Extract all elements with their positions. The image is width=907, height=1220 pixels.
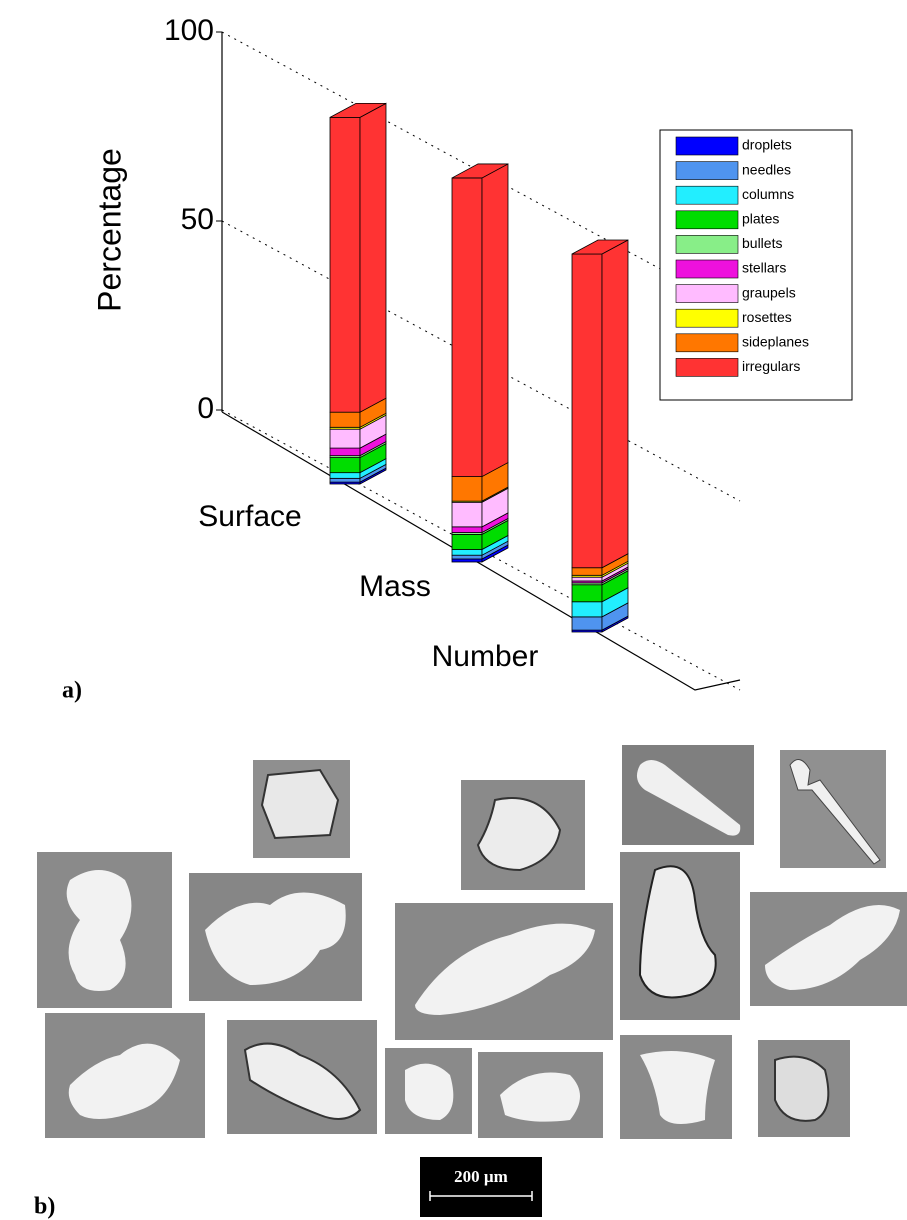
bar-side bbox=[359, 102, 387, 413]
bar-front bbox=[451, 501, 483, 528]
legend-label: irregulars bbox=[742, 358, 800, 374]
bar-front bbox=[451, 177, 483, 477]
scale-bar-label: 200 µm bbox=[454, 1167, 508, 1186]
bar-front bbox=[571, 616, 603, 631]
floor-edge bbox=[221, 411, 741, 691]
bar-side bbox=[481, 163, 509, 478]
legend-swatch bbox=[675, 136, 739, 156]
bar-front bbox=[329, 116, 361, 413]
particle bbox=[765, 905, 900, 990]
bar-top bbox=[329, 102, 387, 118]
legend-swatch bbox=[675, 259, 739, 279]
particle bbox=[260, 768, 340, 840]
bar-front bbox=[329, 411, 361, 428]
particle-images bbox=[37, 745, 907, 1139]
particle bbox=[68, 1043, 180, 1119]
y-tick-label: 100 bbox=[164, 14, 214, 47]
bar-front bbox=[451, 476, 483, 502]
panel-label: a) bbox=[62, 678, 82, 704]
bar-front bbox=[329, 428, 361, 449]
bar-segment bbox=[571, 239, 629, 569]
particle bbox=[500, 1072, 580, 1122]
bar-front bbox=[571, 584, 603, 603]
legend-label: graupels bbox=[742, 284, 796, 300]
bar-segment bbox=[329, 442, 387, 474]
legend-swatch bbox=[675, 333, 739, 353]
legend-swatch bbox=[675, 161, 739, 180]
bar-front bbox=[329, 447, 361, 457]
bar-segment bbox=[329, 102, 387, 413]
particle bbox=[205, 892, 346, 985]
bar-front bbox=[329, 457, 361, 474]
legend-label: stellars bbox=[742, 260, 786, 276]
legend-label: bullets bbox=[742, 235, 782, 251]
bar-front bbox=[571, 576, 603, 582]
legend-label: rosettes bbox=[742, 309, 792, 325]
bar-front bbox=[571, 253, 603, 569]
legend-swatch bbox=[675, 358, 739, 377]
x-tick-label: Number bbox=[432, 640, 539, 673]
particle bbox=[640, 1051, 715, 1124]
particle bbox=[789, 759, 881, 865]
bar-front bbox=[571, 601, 603, 618]
legend-swatch bbox=[675, 185, 739, 205]
bar-top bbox=[451, 163, 509, 179]
legend-label: droplets bbox=[742, 137, 792, 153]
legend-label: plates bbox=[742, 211, 779, 227]
scale-bar-box bbox=[420, 1157, 542, 1217]
legend-label: columns bbox=[742, 186, 794, 202]
legend-swatch bbox=[675, 210, 739, 230]
particle bbox=[415, 923, 595, 1015]
y-tick-label: 0 bbox=[197, 392, 214, 425]
bar-front bbox=[451, 558, 483, 563]
bar-front bbox=[451, 526, 483, 533]
bar-segment bbox=[329, 414, 387, 449]
bar-segment bbox=[451, 487, 509, 528]
legend: droplets needles columns plates bullets stell… bbox=[675, 136, 809, 377]
particle bbox=[636, 760, 741, 836]
bar-segment bbox=[571, 570, 629, 603]
x-tick-label: Surface bbox=[198, 500, 301, 533]
particle bbox=[66, 870, 132, 991]
particle bbox=[243, 1042, 362, 1120]
bar-front bbox=[329, 472, 361, 479]
bar-front bbox=[451, 549, 483, 556]
legend-swatch bbox=[675, 235, 739, 254]
bar-segment bbox=[451, 163, 509, 478]
particle bbox=[476, 797, 562, 872]
bar-top bbox=[571, 239, 629, 255]
y-axis-label: Percentage bbox=[91, 148, 127, 312]
bars: Surface Mass Number bbox=[198, 102, 629, 673]
bar-front bbox=[329, 477, 361, 483]
legend-swatch bbox=[675, 284, 739, 303]
particle bbox=[774, 1055, 830, 1122]
bar-front bbox=[451, 554, 483, 560]
particle bbox=[405, 1063, 454, 1120]
x-tick-label: Mass bbox=[359, 570, 431, 603]
particle bbox=[638, 865, 717, 999]
bar-side bbox=[601, 239, 629, 569]
legend-swatch bbox=[675, 308, 739, 328]
bar-front bbox=[451, 534, 483, 550]
y-tick-label: 50 bbox=[181, 203, 214, 236]
bar-front bbox=[571, 567, 603, 576]
legend-label: sideplanes bbox=[742, 334, 809, 350]
panel-label: b) bbox=[34, 1194, 55, 1220]
legend-label: needles bbox=[742, 161, 791, 177]
